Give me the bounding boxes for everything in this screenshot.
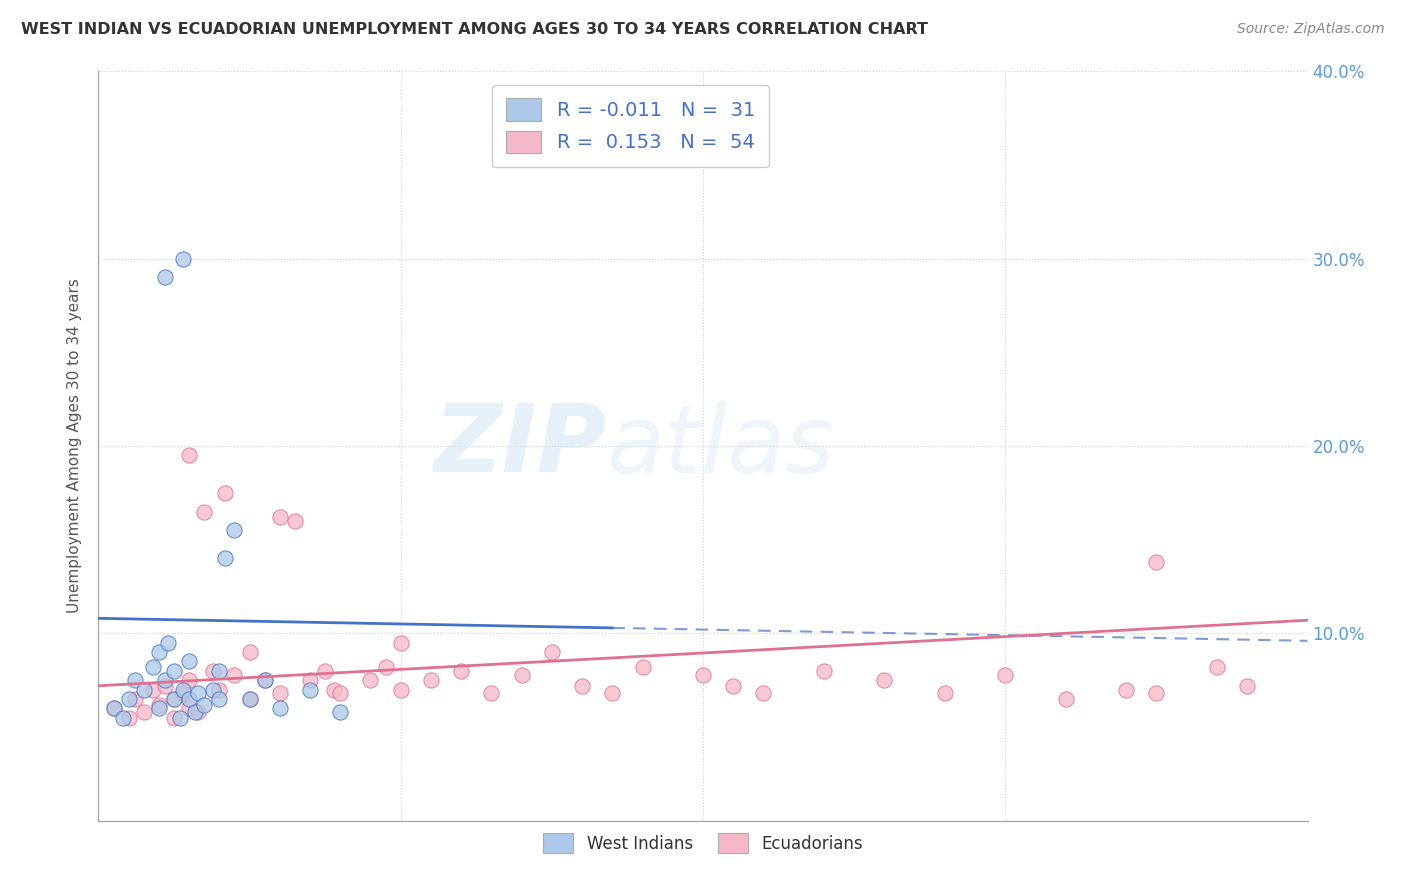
Point xyxy=(239,692,262,706)
Point xyxy=(360,673,382,688)
Point xyxy=(163,710,186,724)
Point xyxy=(269,701,291,715)
Point xyxy=(934,686,956,700)
Point xyxy=(1206,660,1229,674)
Point xyxy=(239,645,262,659)
Point xyxy=(284,514,307,528)
Point xyxy=(163,692,186,706)
Point xyxy=(329,686,352,700)
Point xyxy=(571,679,593,693)
Point xyxy=(202,682,225,697)
Point xyxy=(103,701,125,715)
Point xyxy=(1054,692,1077,706)
Point xyxy=(374,660,396,674)
Point xyxy=(224,524,246,538)
Point xyxy=(179,673,201,688)
Point xyxy=(1236,679,1258,693)
Point xyxy=(153,673,176,688)
Point xyxy=(202,664,225,678)
Point xyxy=(153,270,176,285)
Point xyxy=(103,701,125,715)
Point xyxy=(873,673,896,688)
Point xyxy=(172,252,194,266)
Point xyxy=(184,705,207,719)
Point xyxy=(148,698,170,712)
Point xyxy=(124,673,146,688)
Point xyxy=(111,710,134,724)
Point xyxy=(389,682,412,697)
Point xyxy=(1144,686,1167,700)
Point xyxy=(269,510,291,524)
Point xyxy=(269,686,291,700)
Text: WEST INDIAN VS ECUADORIAN UNEMPLOYMENT AMONG AGES 30 TO 34 YEARS CORRELATION CHA: WEST INDIAN VS ECUADORIAN UNEMPLOYMENT A… xyxy=(21,22,928,37)
Point xyxy=(631,660,654,674)
Point xyxy=(253,673,276,688)
Point xyxy=(329,705,352,719)
Point xyxy=(156,635,179,649)
Point xyxy=(540,645,562,659)
Point xyxy=(148,701,170,715)
Point xyxy=(142,682,165,697)
Point xyxy=(481,686,503,700)
Point xyxy=(994,667,1017,681)
Point xyxy=(214,551,236,566)
Text: atlas: atlas xyxy=(606,401,835,491)
Point xyxy=(299,682,322,697)
Point xyxy=(142,660,165,674)
Point xyxy=(752,686,775,700)
Text: ZIP: ZIP xyxy=(433,400,606,492)
Point xyxy=(239,692,262,706)
Point xyxy=(602,686,624,700)
Point xyxy=(132,682,155,697)
Text: Source: ZipAtlas.com: Source: ZipAtlas.com xyxy=(1237,22,1385,37)
Point xyxy=(224,667,246,681)
Point xyxy=(179,692,201,706)
Legend: West Indians, Ecuadorians: West Indians, Ecuadorians xyxy=(534,825,872,861)
Point xyxy=(193,698,215,712)
Point xyxy=(323,682,346,697)
Point xyxy=(163,692,186,706)
Point xyxy=(179,449,201,463)
Point xyxy=(253,673,276,688)
Point xyxy=(193,505,215,519)
Point xyxy=(208,692,231,706)
Point xyxy=(208,664,231,678)
Point xyxy=(172,686,194,700)
Point xyxy=(169,710,191,724)
Point xyxy=(179,701,201,715)
Point xyxy=(389,635,412,649)
Point xyxy=(132,705,155,719)
Point xyxy=(118,692,141,706)
Point xyxy=(187,686,209,700)
Point xyxy=(450,664,472,678)
Point xyxy=(163,664,186,678)
Point xyxy=(153,679,176,693)
Point xyxy=(187,705,209,719)
Point xyxy=(420,673,443,688)
Point xyxy=(299,673,322,688)
Point xyxy=(208,682,231,697)
Point xyxy=(148,645,170,659)
Point xyxy=(214,486,236,500)
Point xyxy=(179,655,201,669)
Point xyxy=(172,682,194,697)
Point xyxy=(124,692,146,706)
Point xyxy=(1115,682,1137,697)
Point xyxy=(813,664,835,678)
Point xyxy=(314,664,336,678)
Point xyxy=(723,679,745,693)
Point xyxy=(118,710,141,724)
Y-axis label: Unemployment Among Ages 30 to 34 years: Unemployment Among Ages 30 to 34 years xyxy=(67,278,83,614)
Point xyxy=(510,667,533,681)
Point xyxy=(1144,555,1167,569)
Point xyxy=(692,667,714,681)
